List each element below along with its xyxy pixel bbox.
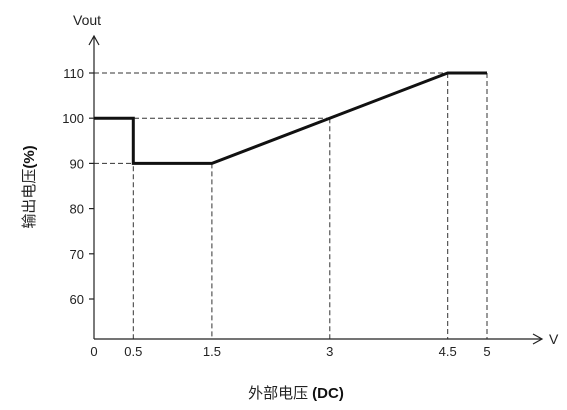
x-axis-label-text: 外部电压 — [248, 384, 308, 402]
x-axis-label: 外部电压 (DC) — [248, 384, 344, 402]
axes — [88, 34, 544, 345]
y-tick-labels: 60 70 80 90 100 110 — [62, 66, 94, 307]
x-tick-label: 0 — [90, 344, 97, 359]
x-tick-labels: 0 0.5 1.5 3 4.5 5 — [90, 344, 490, 359]
x-tick-label: 1.5 — [203, 344, 221, 359]
y-tick-label: 90 — [70, 156, 84, 171]
y-axis-label-text: 输出电压 — [20, 169, 38, 229]
x-tick-label: 0.5 — [124, 344, 142, 359]
x-tick-label: 3 — [326, 344, 333, 359]
y-axis-letter: Vout — [73, 12, 101, 28]
guide-lines — [94, 72, 488, 339]
x-tick-label: 4.5 — [439, 344, 457, 359]
y-tick-label: 70 — [70, 247, 84, 262]
y-tick-label: 110 — [63, 66, 84, 81]
y-tick-label: 80 — [70, 202, 84, 217]
y-axis-label: 输出电压(%) — [20, 145, 38, 228]
data-series — [94, 71, 487, 165]
y-tick-label: 60 — [70, 292, 84, 307]
y-tick-label: 100 — [62, 111, 84, 126]
y-axis-arrow — [88, 34, 100, 46]
x-axis-label-unit: (DC) — [312, 385, 344, 402]
x-axis-letter: V — [549, 331, 559, 347]
x-tick-label: 5 — [483, 344, 490, 359]
x-axis-arrow — [532, 333, 544, 345]
series-line — [94, 71, 487, 165]
y-axis-label-unit: (%) — [21, 145, 38, 168]
